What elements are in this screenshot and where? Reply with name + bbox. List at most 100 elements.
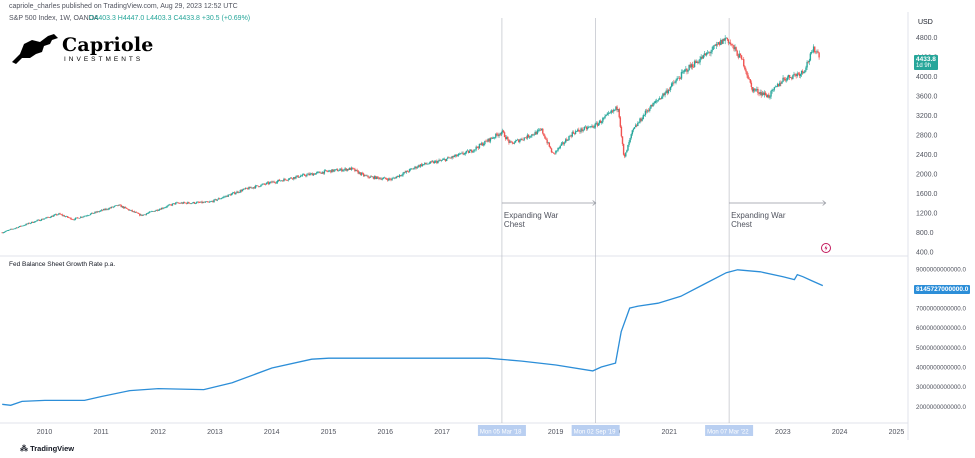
candle-up [4, 231, 7, 232]
candle-down [347, 169, 350, 170]
candle-down [512, 142, 514, 144]
candle-down [203, 202, 205, 203]
candle-down [144, 214, 146, 216]
candle-up [688, 64, 690, 71]
candle-down [359, 172, 362, 175]
time-axis-tick-label: 2016 [378, 429, 394, 436]
candle-up [37, 219, 39, 221]
candle-up [342, 170, 344, 172]
candle-up [414, 166, 416, 169]
currency-label[interactable]: USD [918, 19, 933, 26]
candle-up [711, 49, 713, 52]
candle-down [751, 87, 754, 92]
candle-down [551, 152, 554, 153]
candle-down [20, 225, 22, 227]
candle-down [229, 194, 232, 196]
annotation-label: Expanding War [731, 211, 786, 220]
candle-up [275, 182, 277, 184]
candle-up [306, 174, 308, 177]
candle-up [348, 167, 351, 170]
candle-up [295, 176, 297, 179]
candle-down [370, 176, 373, 178]
candle-down [345, 168, 347, 171]
candle-down [795, 74, 797, 76]
candle-down [791, 77, 793, 79]
candle-up [343, 169, 345, 171]
candle-down [127, 208, 129, 210]
candle-down [365, 175, 367, 176]
candle-up [555, 150, 557, 154]
fed-axis-tick-label: 6000000000000.0 [916, 325, 966, 332]
candle-up [495, 133, 497, 138]
candle-down [218, 198, 221, 200]
candle-up [13, 228, 15, 230]
candle-up [614, 109, 616, 111]
candle-up [489, 137, 492, 142]
candle-down [619, 117, 622, 127]
candle-up [500, 132, 502, 135]
candle-down [496, 133, 498, 135]
candle-up [223, 196, 225, 198]
candle-down [290, 177, 293, 179]
candle-down [69, 217, 71, 219]
candle-down [744, 66, 746, 70]
candle-up [204, 201, 207, 203]
candle-up [776, 83, 779, 87]
candle-up [708, 52, 710, 53]
candle-up [187, 202, 189, 204]
candle-down [131, 210, 133, 212]
candle-up [33, 222, 35, 224]
candle-down [341, 168, 343, 172]
annotation-label: Chest [504, 220, 526, 229]
candle-up [772, 89, 774, 91]
candle-down [666, 90, 668, 94]
price-axis-tick-label: 4800.0 [916, 35, 938, 42]
logo-subtitle: INVESTMENTS [64, 56, 144, 63]
time-axis-tick-label: 2025 [889, 429, 905, 436]
horse-logo-icon [12, 34, 58, 64]
candle-up [228, 194, 231, 196]
candle-up [582, 129, 584, 131]
candle-down [678, 77, 681, 79]
candle-up [540, 128, 543, 131]
candle-up [526, 134, 529, 139]
candle-up [580, 128, 582, 132]
candle-down [621, 136, 624, 144]
candle-down [386, 179, 389, 181]
candle-down [361, 172, 364, 174]
candle-up [419, 164, 422, 167]
candle-up [395, 176, 398, 179]
candle-down [139, 213, 141, 216]
candle-up [82, 216, 84, 218]
candle-up [441, 159, 444, 161]
candle-down [467, 150, 470, 153]
candle-up [574, 131, 577, 134]
candle-down [545, 138, 547, 140]
candle-up [175, 202, 177, 205]
candle-down [368, 177, 370, 178]
candle-up [333, 170, 335, 172]
candle-up [808, 60, 810, 63]
annotation-label: Chest [731, 220, 753, 229]
price-axis-tick-label: 2000.0 [916, 172, 938, 179]
candle-down [525, 137, 528, 139]
candle-down [727, 39, 730, 44]
candle-up [146, 213, 149, 214]
candle-down [263, 183, 265, 185]
candle-down [648, 110, 650, 112]
candle-up [220, 198, 223, 199]
candle-down [372, 176, 375, 179]
tradingview-brand[interactable]: ⁂ TradingView [20, 444, 74, 453]
candle-up [811, 51, 814, 53]
candle-up [194, 203, 197, 204]
candle-down [578, 129, 580, 132]
candle-down [485, 140, 487, 142]
candle-down [68, 217, 70, 219]
price-tag-value: 4433.8 [916, 56, 936, 63]
price-axis-tick-label: 1600.0 [916, 191, 938, 198]
candle-up [123, 207, 126, 209]
candle-down [802, 70, 804, 73]
candle-up [165, 207, 167, 208]
candle-down [544, 135, 546, 139]
candle-up [456, 155, 459, 157]
